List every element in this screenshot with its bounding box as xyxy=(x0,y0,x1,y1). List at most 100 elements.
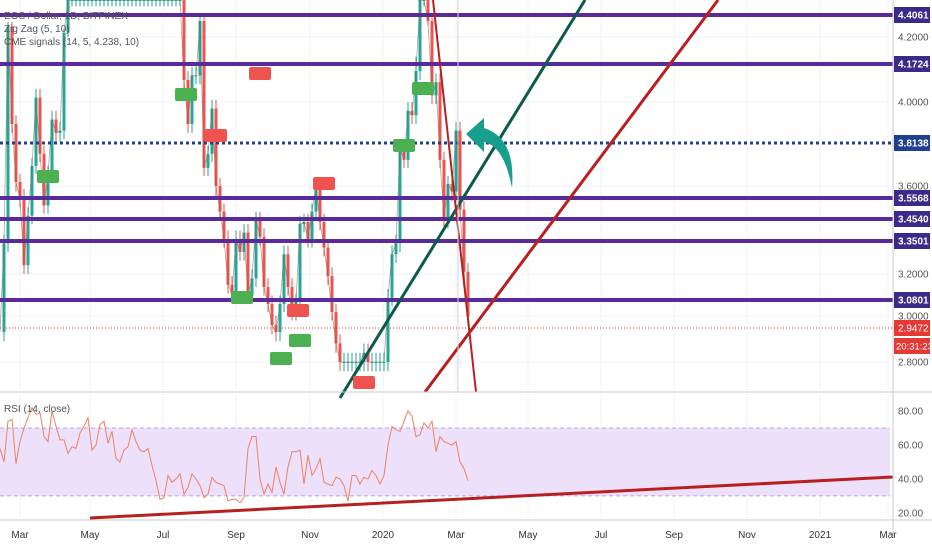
badge-bg xyxy=(175,88,197,101)
long-signal-badge[interactable] xyxy=(289,334,311,347)
badge-bg xyxy=(205,129,227,142)
candle-body xyxy=(34,97,38,166)
candle-body xyxy=(202,20,206,168)
x-tick-label: Sep xyxy=(665,530,683,541)
badge-bg xyxy=(412,82,434,95)
level-label-bg xyxy=(894,7,930,23)
long-signal-badge[interactable] xyxy=(231,291,253,304)
candle-body xyxy=(354,362,358,363)
candle-body xyxy=(258,219,262,237)
candle-body xyxy=(306,221,310,239)
candle-body xyxy=(338,343,342,362)
short-signal-badge[interactable] xyxy=(249,67,271,80)
legend-signals[interactable]: CME signals (14, 5, 4.238, 10) xyxy=(4,37,140,48)
short-signal-badge[interactable] xyxy=(205,129,227,142)
rsi-trendline xyxy=(89,475,894,520)
candle-body xyxy=(18,181,22,200)
candle-body xyxy=(38,97,42,154)
candle-body xyxy=(102,0,106,1)
candle-body xyxy=(162,0,166,1)
x-tick-label: Mar xyxy=(879,530,897,541)
main-legend: EOS / Dollar, 1D, BITFINEX Zig Zag (5, 1… xyxy=(4,10,139,49)
legend-zigzag[interactable]: Zig Zag (5, 10) xyxy=(4,24,70,35)
badge-bg xyxy=(353,376,375,389)
legend-rsi[interactable]: RSI (14, close) xyxy=(4,404,71,415)
candle-body xyxy=(370,362,374,363)
y-tick-label: 3.2000 xyxy=(898,270,929,281)
level-label-bg xyxy=(894,135,930,151)
candle-body xyxy=(398,147,402,244)
candle-body xyxy=(378,362,382,363)
long-signal-badge[interactable] xyxy=(393,139,415,152)
candle-body xyxy=(94,0,98,1)
candle-body xyxy=(266,287,270,305)
candle-body xyxy=(54,119,58,133)
candle-body xyxy=(458,130,462,210)
x-tick-label: Nov xyxy=(301,530,319,541)
candle-body xyxy=(438,82,442,160)
candle-body xyxy=(110,0,114,1)
badge-bg xyxy=(287,304,309,317)
candle-body xyxy=(298,224,302,303)
candle-body xyxy=(46,173,50,206)
red-trendline xyxy=(423,0,720,393)
candle-body xyxy=(226,238,230,285)
candle-body xyxy=(346,362,350,363)
candle-body xyxy=(142,0,146,1)
current-price-label: 2.9472 xyxy=(898,324,929,335)
long-signal-badge[interactable] xyxy=(412,82,434,95)
candle-body xyxy=(326,247,330,277)
long-signal-badge[interactable] xyxy=(37,170,59,183)
x-tick-label: May xyxy=(519,530,538,541)
long-signal-badge[interactable] xyxy=(270,352,292,365)
long-signal-badge[interactable] xyxy=(175,88,197,101)
x-tick-label: Jul xyxy=(157,530,170,541)
short-signal-badge[interactable] xyxy=(313,177,335,190)
rsi-y-tick-label: 40.00 xyxy=(898,474,923,485)
candle-body xyxy=(154,0,158,1)
short-signal-badge[interactable] xyxy=(353,376,375,389)
y-tick-label: 4.2000 xyxy=(898,33,929,44)
candle-body xyxy=(114,0,118,1)
candle-body xyxy=(58,130,62,133)
legend-symbol[interactable]: EOS / Dollar, 1D, BITFINEX xyxy=(4,11,128,22)
candle-body xyxy=(426,0,430,21)
badge-bg xyxy=(231,291,253,304)
candle-body xyxy=(418,0,422,72)
candle-body xyxy=(350,362,354,363)
candle-body xyxy=(394,243,398,255)
candle-body xyxy=(166,0,170,1)
candle-body xyxy=(270,304,274,326)
level-label-bg xyxy=(894,233,930,249)
x-tick-label: Mar xyxy=(11,530,29,541)
rsi-panel xyxy=(0,406,894,520)
candle-body xyxy=(118,0,122,1)
candle-body xyxy=(6,26,10,244)
x-tick-label: Sep xyxy=(227,530,245,541)
candle-body xyxy=(358,362,362,363)
x-tick-label: Jul xyxy=(595,530,608,541)
candle-body xyxy=(390,254,394,298)
candle-body xyxy=(286,254,290,288)
short-signal-badge[interactable] xyxy=(287,304,309,317)
rsi-y-tick-label: 60.00 xyxy=(898,440,923,451)
candle-body xyxy=(250,278,254,296)
candle-body xyxy=(430,20,434,96)
candle-body xyxy=(246,232,250,296)
candle-body xyxy=(342,362,346,363)
candle-body xyxy=(206,153,210,168)
trend-lines xyxy=(338,0,720,399)
candle-body xyxy=(78,0,82,1)
y-tick-label: 4.0000 xyxy=(898,98,929,109)
badge-bg xyxy=(249,67,271,80)
candle-body xyxy=(50,119,54,174)
candle-body xyxy=(158,0,162,1)
candle-body xyxy=(382,362,386,363)
candle-body xyxy=(374,362,378,363)
rsi-y-tick-label: 20.00 xyxy=(898,508,923,519)
candle-body xyxy=(238,238,242,253)
rsi-line xyxy=(0,406,469,504)
candle-body xyxy=(126,0,130,1)
